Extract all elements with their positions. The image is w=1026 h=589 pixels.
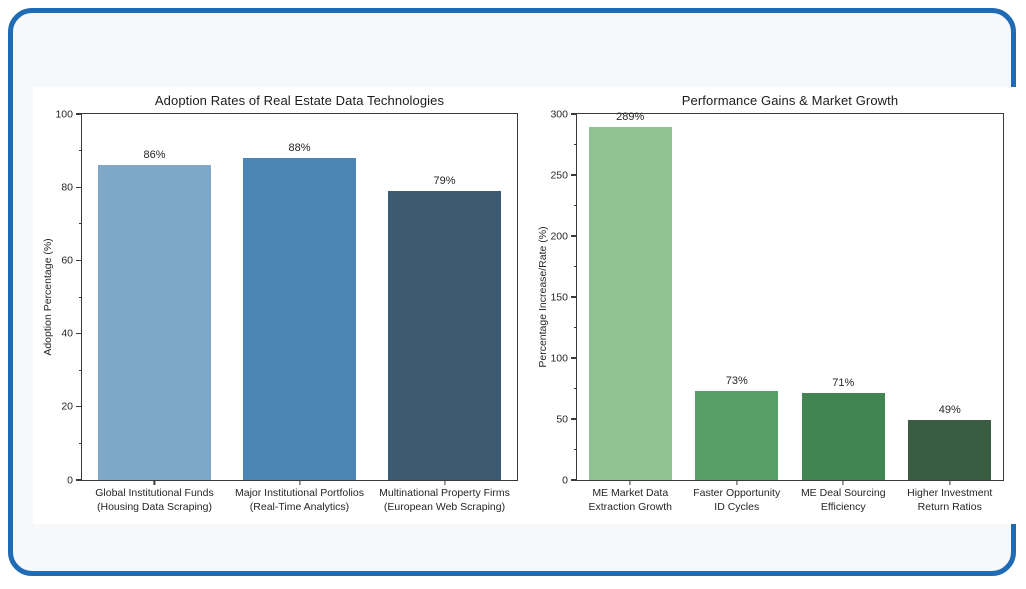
y-tick-mark — [571, 296, 577, 298]
bar — [588, 127, 672, 480]
category-label: ME Deal Sourcing Efficiency — [800, 487, 886, 513]
y-tick-label: 100 — [550, 351, 568, 364]
y-tick-mark — [571, 174, 577, 176]
y-minor-tick-mark — [78, 369, 82, 371]
y-minor-tick-mark — [573, 449, 577, 451]
y-tick-label: 60 — [61, 254, 73, 267]
x-tick-mark — [443, 480, 446, 485]
bar-value-label: 73% — [725, 374, 748, 387]
y-tick-mark — [76, 333, 82, 335]
x-tick-mark — [842, 480, 844, 485]
bar-value-label: 289% — [616, 111, 645, 124]
y-tick-label: 0 — [562, 473, 568, 486]
chart-title: Adoption Rates of Real Estate Data Techn… — [154, 93, 445, 108]
rounded-card: Adoption Rates of Real Estate Data Techn… — [8, 8, 1021, 576]
y-tick-mark — [571, 357, 577, 359]
y-axis-label: Adoption Percentage (%) — [42, 238, 54, 356]
y-minor-tick-mark — [78, 223, 82, 225]
bar — [908, 420, 992, 480]
category-label: Major Institutional Portfolios (Real-Tim… — [235, 487, 364, 513]
bar — [97, 165, 212, 480]
category-label: ME Market Data Extraction Growth — [588, 487, 672, 513]
bar-value-label: 71% — [832, 377, 855, 390]
charts-figure: Adoption Rates of Real Estate Data Techn… — [33, 87, 1021, 524]
y-tick-label: 100 — [55, 107, 73, 120]
category-label: Global Institutional Funds (Housing Data… — [95, 487, 214, 513]
y-minor-tick-mark — [573, 388, 577, 389]
y-minor-tick-mark — [78, 296, 82, 298]
plot-area: 0 20 40 60 80 100 86% Global Institutional Fund… — [55, 109, 518, 513]
y-minor-tick-mark — [573, 144, 577, 145]
y-tick-label: 50 — [556, 412, 568, 425]
y-minor-tick-mark — [78, 442, 82, 444]
y-tick-mark — [571, 235, 577, 237]
bar — [387, 190, 502, 480]
y-tick-mark — [76, 259, 82, 261]
y-axis-label: Percentage Increase/Rate (%) — [537, 226, 549, 368]
x-tick-mark — [736, 480, 738, 485]
x-tick-mark — [298, 480, 301, 485]
bar — [801, 393, 885, 480]
performance-gains-chart: Performance Gains & Market Growth Percen… — [537, 93, 1004, 513]
bar — [242, 157, 357, 480]
category-label: Multinational Property Firms (European W… — [379, 487, 510, 513]
y-minor-tick-mark — [573, 205, 577, 206]
chart-title: Performance Gains & Market Growth — [681, 93, 899, 108]
y-tick-mark — [76, 479, 82, 481]
y-tick-mark — [76, 113, 82, 115]
y-tick-label: 200 — [550, 229, 568, 242]
bar-value-label: 86% — [143, 149, 166, 162]
y-tick-label: 40 — [61, 327, 73, 340]
bar-value-label: 49% — [938, 404, 961, 417]
bar-value-label: 79% — [433, 174, 456, 187]
category-label: Faster Opportunity ID Cycles — [693, 487, 781, 513]
x-tick-mark — [153, 480, 156, 485]
bar — [695, 390, 779, 480]
y-tick-label: 80 — [61, 180, 73, 193]
x-tick-mark — [629, 480, 631, 485]
y-tick-label: 150 — [550, 290, 568, 303]
y-tick-mark — [571, 479, 577, 481]
y-tick-mark — [76, 186, 82, 188]
adoption-rates-chart: Adoption Rates of Real Estate Data Techn… — [42, 93, 518, 513]
y-tick-label: 300 — [550, 107, 568, 120]
y-tick-label: 250 — [550, 168, 568, 181]
y-minor-tick-mark — [573, 266, 577, 267]
y-minor-tick-mark — [573, 327, 577, 328]
y-tick-mark — [571, 113, 577, 115]
y-tick-mark — [571, 418, 577, 420]
y-minor-tick-mark — [78, 150, 82, 152]
x-tick-mark — [949, 480, 951, 485]
y-tick-label: 20 — [61, 400, 73, 413]
plot-area: 0 50 100 150 200 250 300 289% ME Market Data Ext… — [550, 109, 1004, 513]
y-tick-mark — [76, 406, 82, 408]
y-tick-label: 0 — [67, 473, 73, 486]
bar-value-label: 88% — [288, 141, 311, 154]
category-label: Higher Investment Return Ratios — [907, 487, 993, 513]
